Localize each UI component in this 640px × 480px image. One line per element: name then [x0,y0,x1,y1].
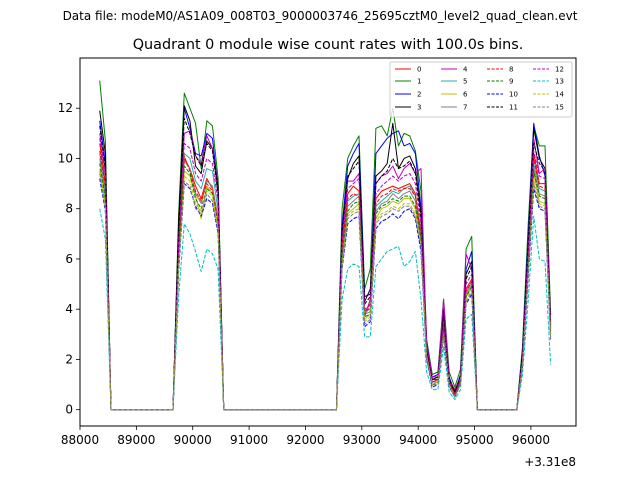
series-line-3 [99,105,552,411]
legend-label-15: 15 [555,104,564,112]
legend-label-1: 1 [417,78,421,86]
legend-label-12: 12 [555,66,564,74]
x-tick-label: 88000 [61,433,99,447]
legend-label-10: 10 [509,91,518,99]
legend-label-3: 3 [417,104,421,112]
x-tick-label: 93000 [343,433,381,447]
plot-frame [79,57,577,427]
legend-label-9: 9 [509,78,513,86]
legend-label-8: 8 [509,66,513,74]
legend-label-4: 4 [463,66,468,74]
series-line-5 [99,152,552,411]
x-axis: 88000 89000 90000 91000 92000 93000 94000 95000… [61,426,550,447]
legend-frame [389,61,573,118]
y-tick-label: 8 [65,202,73,216]
series-line-2 [99,107,552,411]
x-tick-label: 94000 [399,433,437,447]
series-line-7 [99,158,552,411]
x-tick-label: 89000 [117,433,155,447]
y-tick-label: 6 [65,252,73,266]
series-line-13 [99,208,552,411]
x-tick-label: 90000 [174,433,212,447]
series-line-6 [99,168,552,411]
series-line-15 [99,173,552,411]
series-layer [99,80,552,411]
y-tick-label: 12 [58,101,73,115]
series-line-8 [99,150,552,411]
legend-label-6: 6 [463,91,468,99]
y-tick-label: 0 [65,403,73,417]
x-offset-label: +3.31e8 [524,455,576,469]
legend-label-7: 7 [463,104,467,112]
legend-label-0: 0 [417,66,421,74]
series-line-14 [99,170,552,411]
legend-label-5: 5 [463,78,467,86]
legend-label-14: 14 [555,91,564,99]
chart-suptitle: Data file: modeM0/AS1A09_008T03_90000037… [63,9,578,23]
x-tick-label: 92000 [286,433,324,447]
legend-label-11: 11 [509,104,518,112]
series-line-10 [99,178,552,411]
x-tick-label: 91000 [230,433,268,447]
x-tick-label: 96000 [512,433,550,447]
legend-label-2: 2 [417,91,421,99]
y-tick-label: 10 [58,151,73,165]
series-line-0 [99,143,552,411]
y-axis: 0 2 4 6 8 10 12 [58,101,80,417]
series-line-12 [99,138,552,411]
y-tick-label: 2 [65,352,73,366]
x-tick-label: 95000 [455,433,493,447]
chart-title: Quadrant 0 module wise count rates with … [133,37,524,53]
series-line-1 [99,80,552,411]
series-line-11 [99,117,552,411]
legend-label-13: 13 [555,78,564,86]
series-line-9 [99,163,552,411]
y-tick-label: 4 [65,302,73,316]
plot-area: 88000 89000 90000 91000 92000 93000 94000 95000… [58,57,577,447]
series-line-4 [99,130,552,411]
